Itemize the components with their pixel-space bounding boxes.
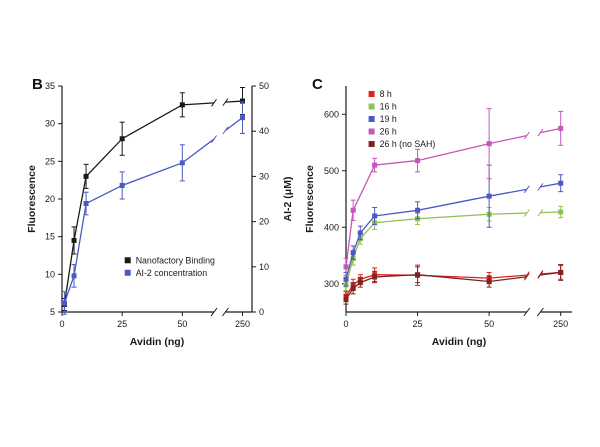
legend-C: 8 h 16 h 19 h 26 h 26 h (no SAH) <box>368 89 436 149</box>
axes-C: 0 25 50 250 300 400 500 600 Avidin (ng) Fluoresce… <box>304 86 572 348</box>
svg-text:15: 15 <box>45 232 55 242</box>
svg-text:0: 0 <box>259 307 264 317</box>
series-26-h <box>343 108 564 276</box>
svg-text:50: 50 <box>177 319 187 329</box>
svg-text:AI-2 concentration: AI-2 concentration <box>136 268 208 278</box>
svg-text:50: 50 <box>484 319 494 329</box>
svg-text:40: 40 <box>259 126 269 136</box>
svg-text:35: 35 <box>45 81 55 91</box>
svg-text:20: 20 <box>45 194 55 204</box>
svg-text:30: 30 <box>45 119 55 129</box>
chart-panel-b: 0 25 50 250 5 10 15 20 25 30 35 0 10 20 30 40 50 Avidin (… <box>26 81 294 348</box>
svg-text:AI-2 (μM): AI-2 (μM) <box>282 177 294 222</box>
svg-text:250: 250 <box>553 319 568 329</box>
svg-text:10: 10 <box>259 262 269 272</box>
panel-letter-c: C <box>312 76 323 93</box>
panel-letter-b: B <box>32 76 43 93</box>
legend-B: Nanofactory Binding AI-2 concentration <box>124 255 215 278</box>
axes-B: 0 25 50 250 5 10 15 20 25 30 35 0 10 20 30 40 50 Avidin (… <box>26 81 294 348</box>
svg-text:Nanofactory Binding: Nanofactory Binding <box>136 255 215 265</box>
svg-text:25: 25 <box>117 319 127 329</box>
svg-text:400: 400 <box>324 222 339 232</box>
svg-text:Avidin (ng): Avidin (ng) <box>432 336 486 348</box>
svg-text:16 h: 16 h <box>380 102 397 112</box>
panel-C: 0 25 50 250 300 400 500 600 Avidin (ng) Fluoresce… <box>304 86 572 348</box>
svg-text:Fluorescence: Fluorescence <box>304 165 316 233</box>
svg-text:Avidin (ng): Avidin (ng) <box>130 336 184 348</box>
chart-panel-c: 0 25 50 250 300 400 500 600 Avidin (ng) Fluoresce… <box>304 86 572 348</box>
svg-text:500: 500 <box>324 166 339 176</box>
svg-text:250: 250 <box>235 319 250 329</box>
svg-text:8 h: 8 h <box>380 89 392 99</box>
series-ai-2-concentration <box>61 101 245 315</box>
series-26-h-no-sah- <box>343 264 564 305</box>
svg-text:10: 10 <box>45 269 55 279</box>
svg-text:0: 0 <box>343 319 348 329</box>
svg-text:0: 0 <box>59 319 64 329</box>
svg-text:50: 50 <box>259 81 269 91</box>
svg-text:26 h: 26 h <box>380 127 397 137</box>
svg-text:Fluorescence: Fluorescence <box>26 165 38 233</box>
svg-text:19 h: 19 h <box>380 114 397 124</box>
svg-text:30: 30 <box>259 171 269 181</box>
svg-text:20: 20 <box>259 217 269 227</box>
svg-text:25: 25 <box>413 319 423 329</box>
svg-text:5: 5 <box>50 307 55 317</box>
svg-text:26 h (no SAH): 26 h (no SAH) <box>380 139 436 149</box>
svg-text:600: 600 <box>324 109 339 119</box>
panel-B: 0 25 50 250 5 10 15 20 25 30 35 0 10 20 30 40 50 Avidin (… <box>26 81 294 348</box>
svg-text:25: 25 <box>45 156 55 166</box>
svg-text:300: 300 <box>324 279 339 289</box>
